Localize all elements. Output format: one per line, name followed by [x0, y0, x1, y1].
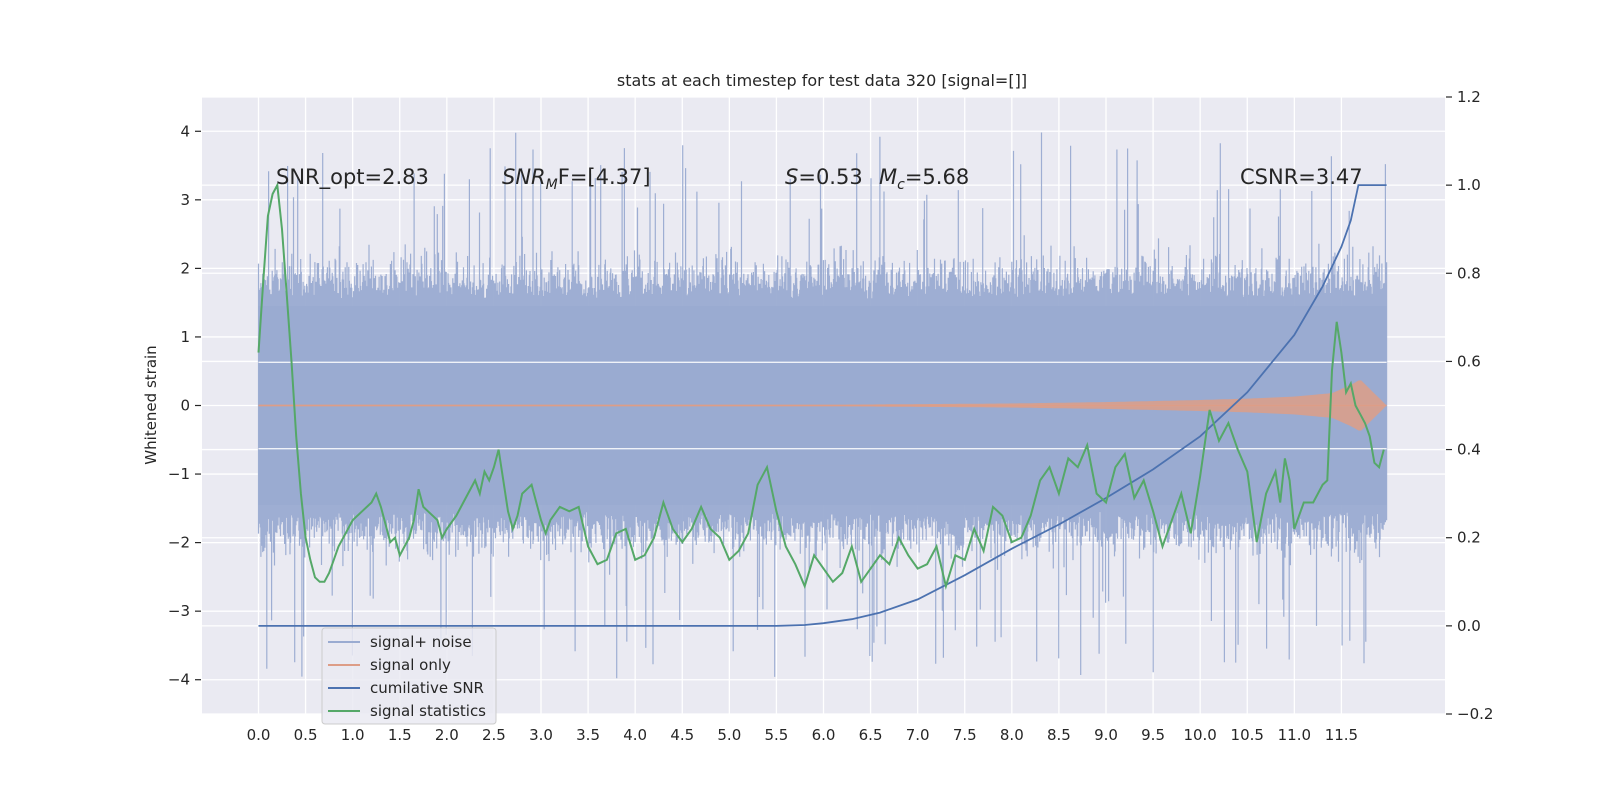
y-axis-label: Whitened strain — [142, 345, 160, 464]
series-signal-statistics — [257, 181, 1385, 591]
x-tick-label: 3.0 — [529, 726, 553, 744]
legend: signal+ noise signal only cumilative SNR si… — [321, 627, 497, 725]
legend-label: cumilative SNR — [370, 679, 484, 697]
x-tick-label: 8.0 — [1000, 726, 1024, 744]
x-tick-label: 10.5 — [1231, 726, 1264, 744]
x-tick-label: 9.0 — [1094, 726, 1118, 744]
y-tick-label: −2 — [168, 534, 190, 552]
series-cumulative-snr — [258, 184, 1387, 627]
x-tick-label: 2.5 — [482, 726, 506, 744]
annotation-snr-opt: SNR_opt=2.83 — [276, 165, 429, 190]
legend-label: signal statistics — [370, 702, 486, 720]
x-tick-label: 6.0 — [812, 726, 836, 744]
legend-box — [321, 627, 497, 725]
x-tick-label: 0.5 — [294, 726, 318, 744]
y-tick-label: 3 — [180, 191, 190, 209]
x-tick-label: 9.5 — [1141, 726, 1165, 744]
annotations: SNR_opt=2.83 SNRMF=[4.37] S=0.53 Mc=5.68 CSN… — [276, 165, 1363, 193]
annotation-mc: Mc=5.68 — [879, 165, 969, 193]
annotation-csnr: CSNR=3.47 — [1240, 165, 1363, 189]
y-tick-label: 1 — [180, 328, 190, 346]
annotation-s: S=0.53 — [785, 165, 863, 189]
y-tick-label: 0 — [180, 397, 190, 415]
x-tick-label: 8.5 — [1047, 726, 1071, 744]
y2-tick-label: 0.6 — [1457, 352, 1481, 370]
axes: 0.0 0.5 1.0 1.5 2.0 2.5 3.0 3.5 4.0 4.5 5.0 5.5 6.0 6… — [168, 88, 1494, 744]
x-tick-label: 1.5 — [388, 726, 412, 744]
y2-tick-label: −0.2 — [1457, 705, 1493, 723]
y-tick-label: −1 — [168, 465, 190, 483]
x-tick-label: 2.0 — [435, 726, 459, 744]
x-tick-label: 3.5 — [576, 726, 600, 744]
legend-label: signal only — [370, 656, 451, 674]
y-tick-label: 4 — [180, 122, 190, 140]
x-tick-label: 11.5 — [1325, 726, 1358, 744]
chart-title: stats at each timestep for test data 320… — [617, 71, 1027, 90]
y2-tick-label: 0.0 — [1457, 617, 1481, 635]
x-tick-label: 10.0 — [1183, 726, 1216, 744]
x-tick-label: 7.0 — [906, 726, 930, 744]
y-tick-label: −4 — [168, 671, 190, 689]
x-tick-label: 4.5 — [670, 726, 694, 744]
x-tick-label: 0.0 — [247, 726, 271, 744]
annotation-snr-mf: SNRMF=[4.37] — [502, 165, 651, 193]
y2-tick-label: 0.8 — [1457, 264, 1481, 282]
x-tick-label: 5.0 — [717, 726, 741, 744]
x-tick-label: 11.0 — [1278, 726, 1311, 744]
x-tick-label: 1.0 — [341, 726, 365, 744]
x-tick-label: 6.5 — [859, 726, 883, 744]
y2-tick-label: 1.0 — [1457, 176, 1481, 194]
x-tick-label: 7.5 — [953, 726, 977, 744]
series — [257, 132, 1388, 679]
y-tick-label: 2 — [180, 259, 190, 277]
legend-label: signal+ noise — [370, 633, 472, 651]
y-tick-label: −3 — [168, 602, 190, 620]
y2-tick-label: 0.2 — [1457, 529, 1481, 547]
x-tick-label: 4.0 — [623, 726, 647, 744]
y2-tick-label: 0.4 — [1457, 441, 1481, 459]
x-tick-label: 5.5 — [764, 726, 788, 744]
y2-tick-label: 1.2 — [1457, 88, 1481, 106]
